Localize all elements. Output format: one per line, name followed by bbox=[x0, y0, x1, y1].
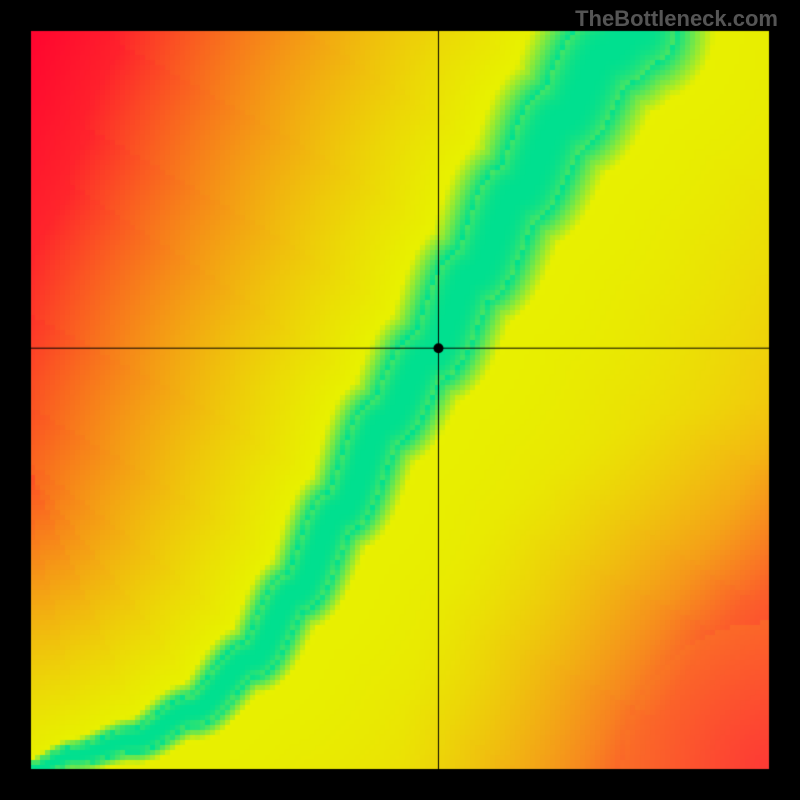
bottleneck-heatmap bbox=[0, 0, 800, 800]
watermark-text: TheBottleneck.com bbox=[575, 6, 778, 32]
